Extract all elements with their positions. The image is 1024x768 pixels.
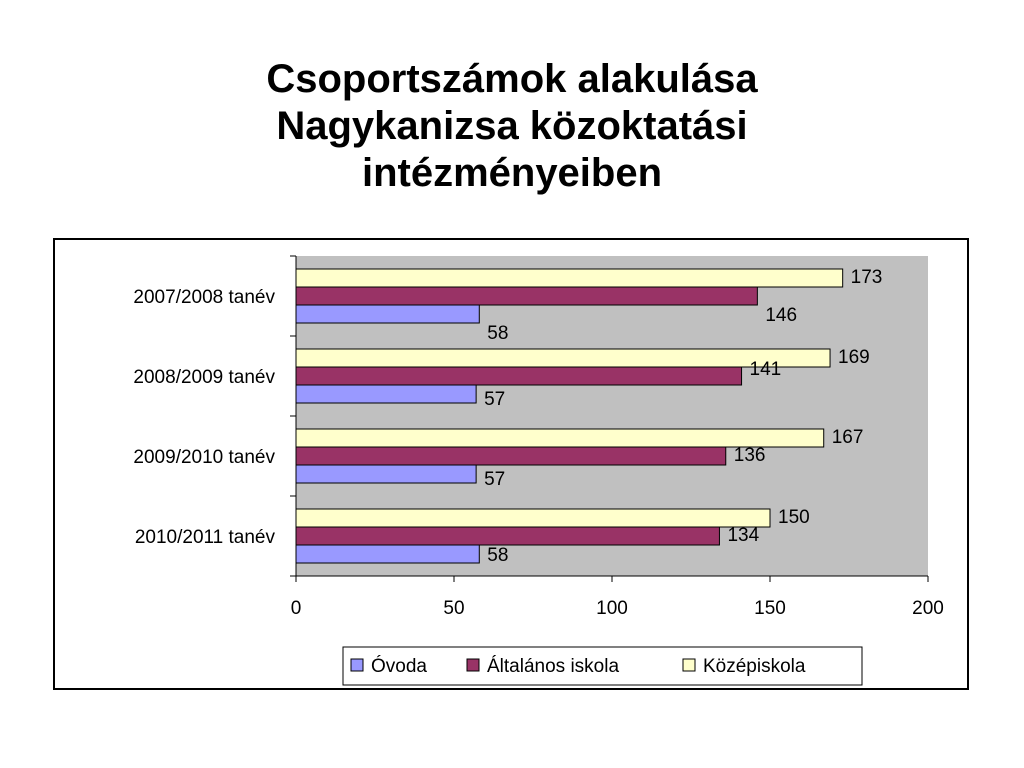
bar xyxy=(295,366,743,386)
bar xyxy=(295,508,771,528)
x-tick-label: 150 xyxy=(754,598,786,619)
bar xyxy=(295,268,844,288)
data-label: 136 xyxy=(734,445,766,466)
legend-label: Óvoda xyxy=(371,655,427,677)
category-label: 2010/2011 tanév xyxy=(135,527,276,548)
bar xyxy=(295,384,477,404)
bar xyxy=(295,464,477,484)
legend-label: Általános iskola xyxy=(487,656,619,677)
x-tick-label: 50 xyxy=(443,598,464,619)
title-line-3: intézményeiben xyxy=(361,151,663,195)
data-label: 150 xyxy=(778,507,810,528)
legend-swatch xyxy=(466,658,480,672)
category-label: 2009/2010 tanév xyxy=(133,447,275,468)
data-label: 169 xyxy=(838,347,870,368)
category-label: 2008/2009 tanév xyxy=(133,367,275,388)
legend-swatch xyxy=(682,658,696,672)
legend-swatch xyxy=(350,658,364,672)
bar xyxy=(295,544,480,564)
bar xyxy=(295,304,480,324)
data-label: 173 xyxy=(851,267,883,288)
data-label: 57 xyxy=(484,389,505,410)
bar xyxy=(295,526,720,546)
legend-box xyxy=(342,646,863,686)
data-label: 167 xyxy=(832,427,864,448)
legend-label: Középiskola xyxy=(703,656,806,677)
data-label: 134 xyxy=(727,525,759,546)
data-label: 57 xyxy=(484,469,505,490)
chart-title: Csoportszámok alakulása Nagykanizsa közo… xyxy=(0,56,1024,197)
x-tick-label: 0 xyxy=(291,598,302,619)
bar xyxy=(295,446,727,466)
data-label: 146 xyxy=(765,305,797,326)
bar xyxy=(295,286,758,306)
data-label: 58 xyxy=(487,545,508,566)
title-line-1: Csoportszámok alakulása xyxy=(266,57,758,101)
x-tick-label: 200 xyxy=(912,598,944,619)
x-tick-label: 100 xyxy=(596,598,628,619)
category-label: 2007/2008 tanév xyxy=(133,287,275,308)
data-label: 141 xyxy=(750,359,782,380)
data-label: 58 xyxy=(487,323,508,344)
title-line-2: Nagykanizsa közoktatási xyxy=(276,104,748,148)
